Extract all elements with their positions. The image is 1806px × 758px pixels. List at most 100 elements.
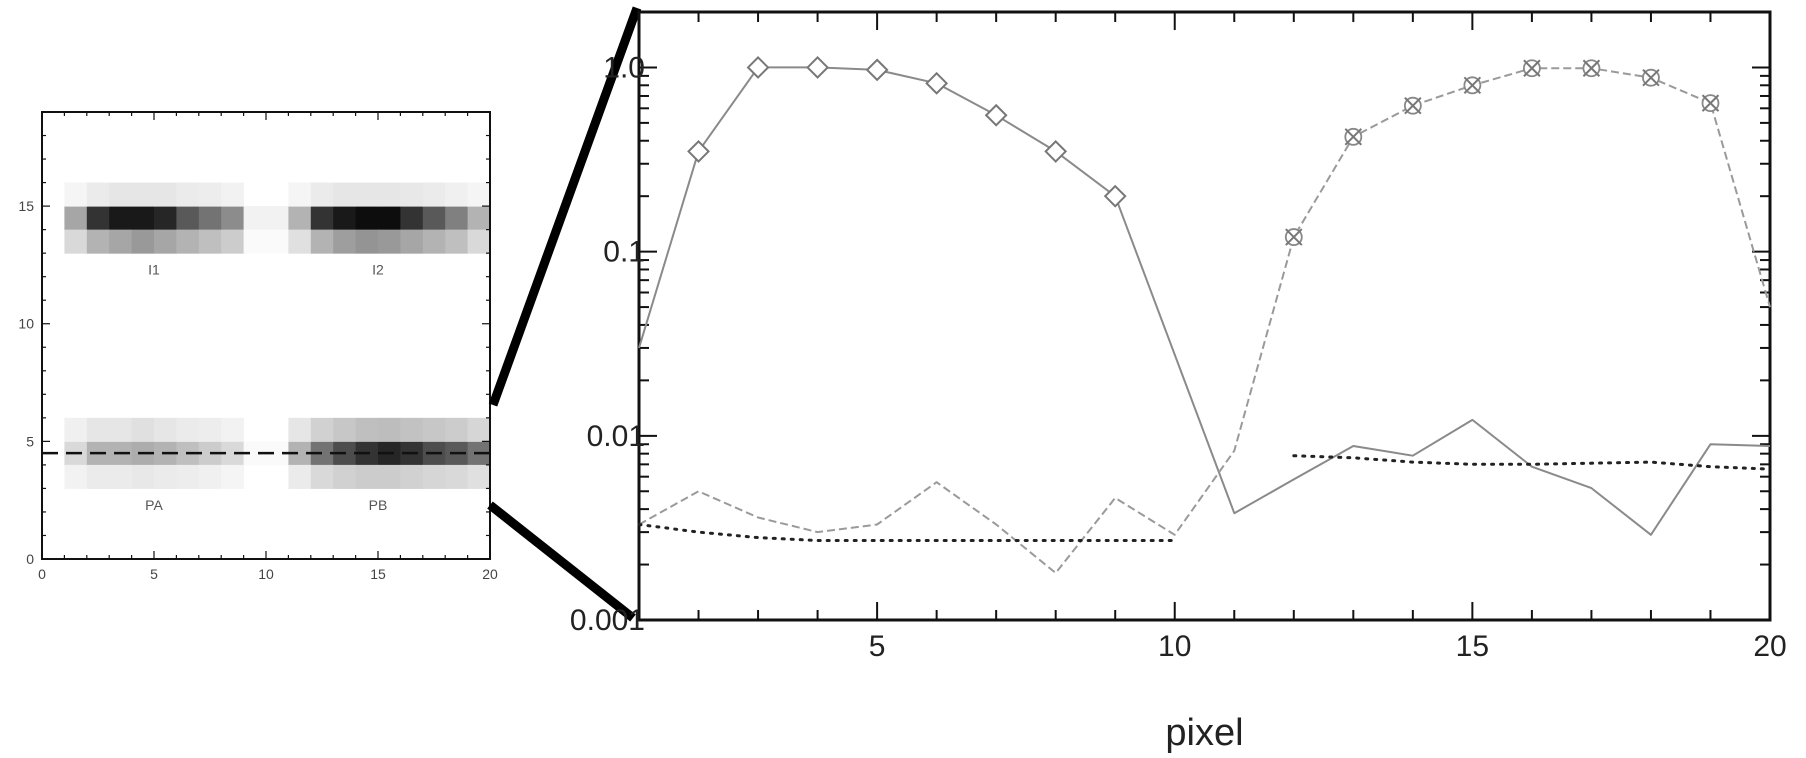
heatmap-region-label: PA bbox=[145, 497, 163, 513]
x-tick-label: 5 bbox=[869, 630, 886, 663]
heatmap-cell bbox=[266, 206, 289, 231]
line-chart-y-tick-labels: 1.0 0.1 0.01 0.001 bbox=[570, 51, 645, 637]
diamond-marker bbox=[806, 56, 829, 79]
cross-marker bbox=[1284, 228, 1303, 246]
heatmap-cell bbox=[221, 441, 245, 466]
heatmap-cell bbox=[310, 441, 334, 466]
heatmap-cell bbox=[86, 182, 110, 207]
x-tick-label: 20 bbox=[1753, 630, 1786, 663]
heatmap-cell bbox=[400, 464, 424, 489]
heatmap-cell bbox=[333, 206, 357, 231]
heatmap-cell bbox=[64, 206, 88, 231]
line-chart-frame bbox=[637, 10, 1772, 622]
heatmap-cell bbox=[422, 182, 446, 207]
heatmap-cell bbox=[266, 441, 289, 466]
heatmap-cell bbox=[355, 417, 379, 442]
heatmap-cell bbox=[198, 182, 222, 207]
heatmap-cell bbox=[176, 229, 200, 254]
heatmap-cell bbox=[445, 229, 469, 254]
heatmap-cell bbox=[198, 206, 222, 231]
heatmap-cell bbox=[333, 417, 357, 442]
heatmap-region-label: I1 bbox=[148, 262, 160, 278]
heatmap-cell bbox=[400, 229, 424, 254]
heatmap-region-label: PB bbox=[369, 497, 388, 513]
heatmap-x-tick-label: 0 bbox=[38, 566, 46, 582]
heatmap-x-tick-labels: 0 5 10 15 20 bbox=[38, 566, 498, 582]
heatmap-y-tick-label: 5 bbox=[26, 433, 34, 449]
heatmap-cell bbox=[310, 229, 334, 254]
heatmap-cell bbox=[154, 206, 177, 231]
line-chart-x-tick-labels: 5 10 15 20 bbox=[869, 630, 1787, 663]
cross-marker-stroke bbox=[1582, 59, 1601, 77]
heatmap-cell bbox=[422, 417, 446, 442]
x-tick-label: 10 bbox=[1158, 630, 1191, 663]
heatmap-cell bbox=[243, 229, 267, 254]
heatmap-cells bbox=[64, 182, 491, 489]
y-tick-label: 0.001 bbox=[570, 604, 645, 637]
heatmap-cell bbox=[154, 229, 177, 254]
x-axis-label: pixel bbox=[1165, 712, 1243, 754]
heatmap-cell bbox=[378, 206, 401, 231]
y-tick-label: 1.0 bbox=[603, 51, 645, 84]
diamond-marker bbox=[925, 71, 949, 95]
heatmap-cell bbox=[355, 206, 379, 231]
heatmap-cell bbox=[131, 464, 155, 489]
diamond-marker bbox=[865, 58, 889, 82]
heatmap-y-tick-labels: 0 5 10 15 bbox=[18, 198, 34, 567]
heatmap-cell bbox=[467, 206, 491, 231]
heatmap-cell bbox=[445, 464, 469, 489]
zoom-connector-bottom bbox=[487, 501, 636, 622]
zoom-connector-top bbox=[488, 6, 642, 407]
heatmap-cell bbox=[310, 417, 334, 442]
heatmap-cell bbox=[154, 182, 177, 207]
heatmap-cell bbox=[221, 464, 245, 489]
heatmap-cell bbox=[154, 464, 177, 489]
heatmap-cell bbox=[467, 464, 491, 489]
diamond-marker bbox=[1044, 140, 1068, 163]
heatmap-cell bbox=[131, 417, 155, 442]
heatmap-y-tick-label: 15 bbox=[18, 198, 34, 214]
heatmap-cell bbox=[109, 182, 133, 207]
diamond-marker bbox=[984, 103, 1008, 127]
cross-marker-stroke bbox=[1285, 228, 1303, 246]
heatmap-cell bbox=[243, 206, 267, 231]
heatmap-cell bbox=[176, 182, 200, 207]
heatmap-x-tick-label: 10 bbox=[258, 566, 274, 582]
heatmap-cell bbox=[198, 417, 222, 442]
heatmap-cell bbox=[355, 182, 379, 207]
heatmap-cell bbox=[445, 182, 469, 207]
heatmap-cell bbox=[378, 417, 401, 442]
heatmap-cell bbox=[467, 417, 491, 442]
heatmap-cell bbox=[422, 464, 446, 489]
heatmap-cell bbox=[221, 417, 245, 442]
cross-marker-stroke bbox=[1404, 96, 1422, 115]
heatmap-cell bbox=[333, 229, 357, 254]
cross-marker bbox=[1344, 127, 1363, 146]
heatmap-frame bbox=[41, 111, 491, 560]
heatmap-cell bbox=[467, 229, 491, 254]
heatmap-cell bbox=[221, 229, 245, 254]
heatmap-cell bbox=[445, 417, 469, 442]
series-line-4 bbox=[1292, 454, 1772, 471]
heatmap-cell bbox=[400, 417, 424, 442]
heatmap-cell bbox=[355, 229, 379, 254]
heatmap-cell bbox=[378, 464, 401, 489]
heatmap-cell bbox=[288, 464, 312, 489]
y-tick-label: 0.1 bbox=[603, 236, 645, 269]
heatmap-region-labels: I1 I2 PA PB bbox=[145, 262, 387, 513]
heatmap-cell bbox=[176, 464, 200, 489]
line-chart-markers bbox=[687, 56, 1720, 246]
series-line-2 bbox=[638, 67, 1771, 574]
series-line-3 bbox=[637, 523, 1177, 542]
heatmap-cell bbox=[467, 182, 491, 207]
heatmap-y-tick-label: 10 bbox=[18, 316, 34, 332]
heatmap-cell bbox=[198, 464, 222, 489]
heatmap-cell bbox=[64, 417, 88, 442]
heatmap-x-tick-label: 20 bbox=[482, 566, 498, 582]
heatmap-cell bbox=[310, 182, 334, 207]
heatmap-cell bbox=[288, 417, 312, 442]
heatmap-cell bbox=[131, 206, 155, 231]
heatmap-cell bbox=[288, 229, 312, 254]
heatmap-cell bbox=[86, 417, 110, 442]
